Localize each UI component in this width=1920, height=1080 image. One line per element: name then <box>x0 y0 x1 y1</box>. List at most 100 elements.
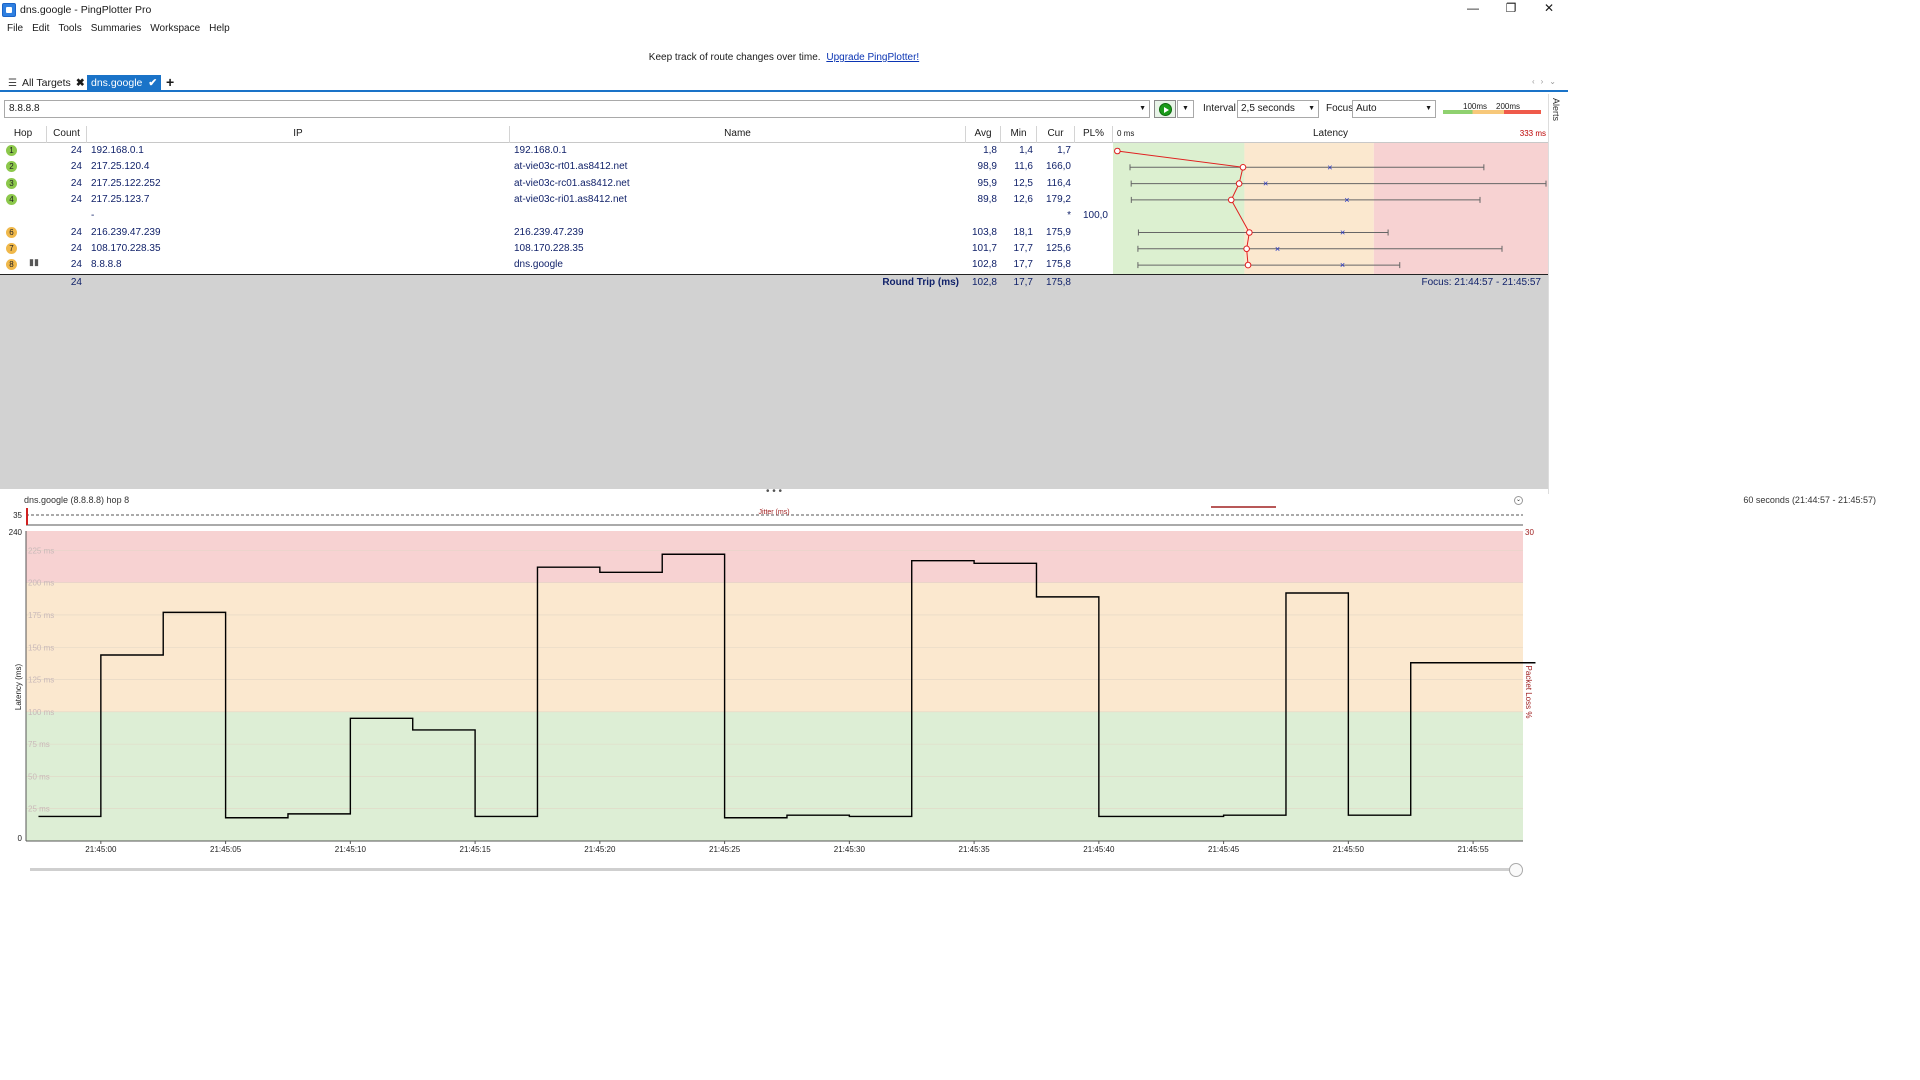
hop-number-badge: 1 <box>6 145 17 156</box>
table-row[interactable]: 4 24 217.25.123.7 at-vie03c-ri01.as8412.net… <box>0 192 1113 208</box>
hop-current-marker: × <box>1340 228 1345 238</box>
menu-workspace[interactable]: Workspace <box>150 22 201 34</box>
band-label: 200 ms <box>28 579 54 588</box>
packet-loss-axis-label: Packet Loss % <box>1524 666 1533 719</box>
summary-label: Round Trip (ms) <box>882 277 959 288</box>
graph-range-dropdown-icon[interactable]: ⌄ <box>1514 496 1523 505</box>
hop-cur: 166,0 <box>1045 161 1071 173</box>
hop-pl <box>1075 159 1108 175</box>
target-input[interactable]: 8.8.8.8 ▼ <box>4 100 1150 118</box>
col-cur[interactable]: Cur <box>1037 126 1075 143</box>
hop-current-marker: × <box>1340 260 1345 270</box>
start-trace-button[interactable] <box>1154 100 1176 118</box>
table-row[interactable]: 1 24 192.168.0.1 192.168.0.1 1,8 1,4 1,7 <box>0 143 1113 159</box>
tab-dns-google[interactable]: dns.google ✔ <box>87 75 162 91</box>
legend-100ms: 100ms <box>1463 102 1488 111</box>
focus-label: Focus <box>1326 103 1354 114</box>
hop-name <box>514 208 954 224</box>
close-icon[interactable]: ✕ <box>1543 1 1555 15</box>
col-avg[interactable]: Avg <box>966 126 1001 143</box>
x-tick-label: 21:45:55 <box>1458 845 1490 854</box>
hop-number-badge: 4 <box>6 193 17 205</box>
hop-cur: 1,7 <box>1057 145 1071 156</box>
hop-current-marker: × <box>1344 195 1349 205</box>
focus-select[interactable]: Auto ▼ <box>1352 100 1436 118</box>
tab-all-targets[interactable]: ☰ All Targets ✖ <box>4 75 89 91</box>
hop-count: 24 <box>70 242 82 254</box>
graph-range[interactable]: 60 seconds (21:44:57 - 21:45:57) <box>1743 495 1876 505</box>
hop-avg: 89,8 <box>977 193 997 205</box>
chevron-down-icon[interactable]: ▼ <box>1139 105 1146 112</box>
table-row[interactable]: 8 ▮▮ 24 8.8.8.8 dns.google 102,8 17,7 175,8 <box>0 257 1113 273</box>
menu-summaries[interactable]: Summaries <box>90 22 142 34</box>
interval-select[interactable]: 2,5 seconds ▼ <box>1237 100 1319 118</box>
round-trip-summary: 24 Round Trip (ms) 102,8 17,7 175,8 Focu… <box>0 274 1548 290</box>
band-label: 225 ms <box>28 546 54 555</box>
menu-file[interactable]: File <box>7 22 24 34</box>
summary-count: 24 <box>70 277 82 288</box>
focus-value: Auto <box>1356 103 1377 114</box>
interval-value: 2,5 seconds <box>1241 103 1295 114</box>
minimize-icon[interactable]: — <box>1467 1 1479 15</box>
maximize-icon[interactable]: ❐ <box>1505 1 1517 15</box>
col-hop[interactable]: Hop <box>0 126 47 143</box>
close-tab-icon[interactable]: ✖ <box>75 77 85 89</box>
table-row[interactable]: 6 24 216.239.47.239 216.239.47.239 103,8 18,1… <box>0 225 1113 241</box>
menu-edit[interactable]: Edit <box>32 22 50 34</box>
col-latency[interactable]: 0 ms Latency 333 ms <box>1113 126 1548 143</box>
menu-tools[interactable]: Tools <box>58 22 82 34</box>
hop-pl <box>1075 143 1108 159</box>
time-scroll-thumb[interactable] <box>1509 863 1523 877</box>
col-pl[interactable]: PL% <box>1075 126 1113 143</box>
x-tick-label: 21:45:05 <box>210 845 242 854</box>
table-row[interactable]: 2 24 217.25.120.4 at-vie03c-rt01.as8412.net… <box>0 159 1113 175</box>
x-tick-label: 21:45:35 <box>959 845 991 854</box>
x-tick-label: 21:45:50 <box>1333 845 1365 854</box>
hop-count: 24 <box>70 193 82 205</box>
tab-scroll-arrows[interactable]: ‹›⌄ <box>1531 77 1562 86</box>
alerts-label: Alerts <box>1551 98 1561 122</box>
pane-splitter[interactable]: • • • <box>0 487 1548 497</box>
hop-number-badge: 3 <box>6 177 17 189</box>
grid-header: Hop Count IP Name Avg Min Cur PL% 0 ms L… <box>0 126 1548 143</box>
tab-all-targets-label: All Targets <box>21 77 71 89</box>
table-row[interactable]: 7 24 108.170.228.35 108.170.228.35 101,7 17,7… <box>0 241 1113 257</box>
col-ip[interactable]: IP <box>87 126 510 143</box>
table-row[interactable]: 3 24 217.25.122.252 at-vie03c-rc01.as8412.n… <box>0 176 1113 192</box>
col-name[interactable]: Name <box>510 126 966 143</box>
upgrade-link[interactable]: Upgrade PingPlotter! <box>826 52 920 63</box>
list-icon: ☰ <box>8 78 17 89</box>
start-options-dropdown[interactable]: ▼ <box>1177 100 1194 118</box>
col-min[interactable]: Min <box>1001 126 1037 143</box>
alerts-panel-tab[interactable]: Alerts <box>1548 94 1568 494</box>
add-tab-button[interactable]: + <box>166 74 175 90</box>
hop-current-marker: × <box>1327 162 1332 172</box>
hop-count: 24 <box>70 259 82 271</box>
hop-count: 24 <box>70 145 82 156</box>
latency-good-band <box>1113 143 1245 274</box>
packet-loss-max-label: 30 <box>1525 528 1534 537</box>
col-count[interactable]: Count <box>47 126 87 143</box>
hop-min: 12,5 <box>1013 177 1033 189</box>
target-value: 8.8.8.8 <box>9 103 40 114</box>
graph-title: dns.google (8.8.8.8) hop 8 <box>24 495 130 505</box>
hop-avg-point <box>1244 261 1252 269</box>
band-label: 50 ms <box>28 772 50 781</box>
check-icon: ✔ <box>148 77 158 89</box>
graph-bars-icon[interactable]: ▮▮ <box>29 257 39 268</box>
hop-count <box>47 208 82 224</box>
hop-cur: 179,2 <box>1045 193 1071 205</box>
hop-number-badge: 2 <box>6 161 17 173</box>
hop-min: 11,6 <box>1014 161 1033 173</box>
interval-label: Interval <box>1203 103 1236 114</box>
hop-ip: 217.25.123.7 <box>91 193 150 205</box>
band-label: 100 ms <box>28 708 54 717</box>
hop-pl <box>1075 192 1108 208</box>
hop-name: at-vie03c-rt01.as8412.net <box>514 161 628 173</box>
time-scrollbar[interactable] <box>30 868 1520 871</box>
table-row[interactable]: - * 100,0 <box>0 208 1113 224</box>
hop-avg: 98,9 <box>977 161 997 173</box>
menu-help[interactable]: Help <box>209 22 230 34</box>
hop-avg-point <box>1246 229 1253 236</box>
tab-dns-google-label: dns.google <box>91 77 143 89</box>
